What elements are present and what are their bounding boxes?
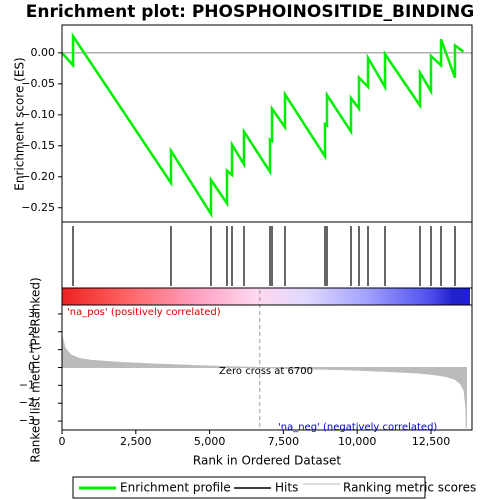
y-tick-label: −0.10	[21, 108, 55, 121]
annotation: 'na_pos' (positively correlated)	[67, 307, 221, 318]
y-tick-label: −0.15	[21, 139, 55, 152]
y-tick-label: 1	[28, 343, 35, 356]
frame	[61, 24, 473, 431]
y-tick-label: −1	[19, 378, 35, 391]
x-tick-label: 2,500	[120, 435, 152, 448]
y-tick-label: 3	[28, 307, 35, 320]
annotation: Zero cross at 6700	[219, 366, 313, 377]
color-bar	[62, 288, 470, 305]
y-tick-label: −0.25	[21, 201, 55, 214]
x-tick-label: 5,000	[194, 435, 226, 448]
y-tick-label: 0	[28, 361, 35, 374]
annotation: 'na_neg' (negatively correlated)	[278, 422, 437, 433]
legend-label: Hits	[275, 481, 298, 495]
enrichment-line	[61, 32, 465, 219]
legend-label: Enrichment profile	[120, 481, 231, 495]
x-tick-label: 10,000	[338, 435, 377, 448]
y-tick-label: 0.00	[31, 46, 56, 59]
y-tick-label: −0.05	[21, 77, 55, 90]
x-tick-label: 0	[59, 435, 66, 448]
x-tick-label: 7,500	[268, 435, 300, 448]
legend-label: Ranking metric scores	[343, 481, 476, 495]
chart-title: Enrichment plot: PHOSPHOINOSITIDE_BINDIN…	[26, 2, 474, 22]
y-tick-label: 2	[28, 325, 35, 338]
metric-area	[61, 335, 467, 429]
y-tick-label: −0.20	[21, 170, 55, 183]
y-axis-label: Enrichment score (ES)	[13, 57, 27, 190]
x-axis-label: Rank in Ordered Dataset	[193, 454, 341, 468]
y-tick-label: −2	[19, 396, 35, 409]
x-tick-label: 12,500	[412, 435, 451, 448]
y-axis-label: Ranked list metric (PreRanked)	[29, 277, 43, 462]
y-tick-label: −3	[19, 414, 35, 427]
